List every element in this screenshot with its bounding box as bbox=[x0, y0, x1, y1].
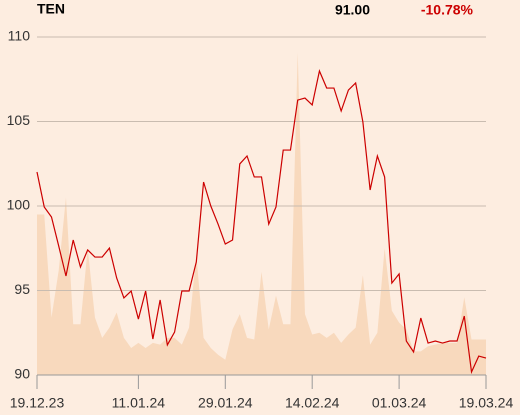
price-line bbox=[36, 68, 487, 375]
x-tick-label: 01.03.24 bbox=[372, 395, 427, 411]
x-tick-label: 19.03.24 bbox=[459, 395, 514, 411]
last-price: 91.00 bbox=[335, 2, 370, 18]
y-tick-label: 110 bbox=[8, 28, 31, 44]
change: -10.78% bbox=[421, 2, 474, 18]
x-tick-label: 11.01.24 bbox=[112, 395, 166, 411]
symbol: TEN bbox=[37, 1, 65, 17]
y-tick-label: 100 bbox=[7, 197, 31, 213]
y-tick-label: 105 bbox=[7, 112, 31, 128]
x-tick-label: 29.01.24 bbox=[198, 395, 253, 411]
volume-area bbox=[37, 52, 486, 376]
y-tick-label: 90 bbox=[14, 366, 30, 382]
y-tick-label: 95 bbox=[14, 281, 30, 297]
x-tick-label: 14.02.24 bbox=[285, 395, 340, 411]
x-tick-label: 19.12.23 bbox=[10, 395, 65, 411]
